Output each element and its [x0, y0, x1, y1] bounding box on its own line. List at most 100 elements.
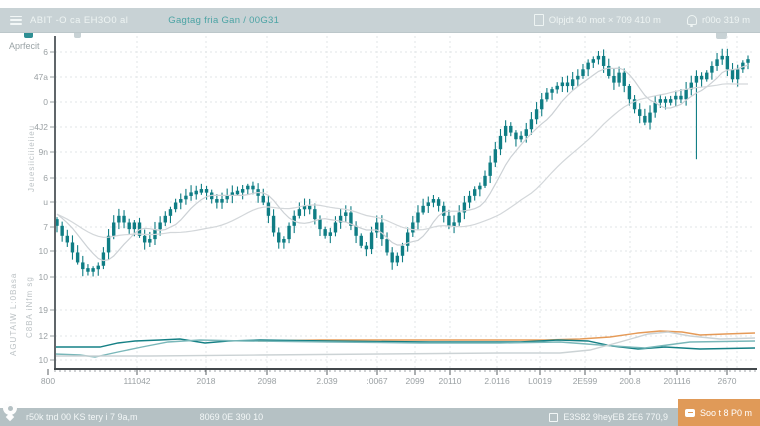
candle-body [307, 205, 312, 210]
candle-body [400, 245, 405, 256]
candle-body [534, 109, 539, 120]
candle-body [364, 245, 369, 250]
x-tick-label: :0067 [366, 376, 388, 386]
candle-body [488, 162, 492, 176]
candle-body [220, 199, 224, 203]
candle-body [60, 225, 64, 236]
candle-body [668, 99, 673, 103]
candle-body [705, 72, 709, 80]
candle-body [338, 215, 343, 223]
send-button[interactable]: Soo t 8 P0 m [678, 399, 760, 426]
candle-body [545, 92, 549, 100]
candle-body [581, 69, 585, 76]
candle-body [715, 59, 719, 66]
candle-body [117, 215, 121, 223]
candle-body [271, 215, 276, 233]
candle-body [632, 99, 637, 110]
candle-body [421, 205, 425, 213]
candle-body [478, 185, 482, 190]
candle-body [560, 82, 565, 87]
candle-body [653, 102, 657, 113]
candle-body [514, 132, 518, 140]
candle-body [607, 65, 611, 76]
candle-body [467, 195, 472, 203]
candle-body [127, 222, 131, 230]
candle-body [550, 89, 554, 93]
candle-body [648, 112, 652, 123]
candle-body [447, 215, 451, 226]
candle-body [483, 175, 487, 186]
indicator-line-teal [55, 338, 756, 350]
x-tick-label: 2098 [258, 376, 277, 386]
candle-body [674, 95, 678, 100]
candle-body [75, 252, 80, 263]
x-tick-label: 2018 [197, 376, 216, 386]
candle-body [591, 59, 595, 63]
footer-right-stat: E3S82 9heyEB 2E6 770,9 [549, 412, 668, 422]
y-tick-label: 10 [39, 272, 49, 282]
candle-body [189, 192, 193, 196]
candle-body [369, 232, 374, 250]
candle-body [689, 82, 693, 90]
candle-body [313, 209, 317, 220]
candle-body [746, 59, 750, 63]
candle-body [380, 222, 384, 240]
candle-body [287, 225, 291, 240]
x-tick-label: 800 [41, 376, 55, 386]
axis-corner-label: Aprfecit [9, 41, 40, 51]
x-tick-label: 2099 [406, 376, 425, 386]
candle-body [503, 125, 508, 136]
candle-body [70, 242, 75, 253]
candle-body [81, 262, 85, 270]
candle-body [163, 215, 167, 223]
candle-body [540, 99, 544, 110]
candle-body [730, 69, 735, 80]
footer-right-text: E3S82 9heyEB 2E6 770,9 [563, 412, 668, 422]
candle-body [86, 268, 90, 272]
candle-body [627, 85, 632, 100]
y-tick-label: 6 [43, 173, 48, 183]
candle-body [215, 199, 219, 203]
candle-body [519, 135, 523, 140]
y-tick-label: 4J2 [34, 122, 48, 132]
candle-body [694, 75, 699, 83]
candle-body [246, 185, 250, 190]
candle-body [179, 199, 183, 203]
y-tick-label: 10 [39, 246, 49, 256]
x-tick-label: 2E599 [573, 376, 598, 386]
candle-body [416, 212, 420, 223]
candlestick-chart[interactable]: 6 47a 0 4J2 9n 6 u 7 10 10 19 12 10 800 111042 2018 2098… [0, 33, 760, 395]
candle-body [65, 235, 70, 243]
candle-body [132, 222, 137, 230]
candle-body [225, 195, 229, 200]
x-tick-label: L0019 [528, 376, 552, 386]
candle-body [735, 69, 740, 80]
candle-body [344, 212, 348, 216]
candle-body [204, 189, 209, 193]
y-tick-label: 47a [34, 72, 48, 82]
hamburger-menu-icon[interactable] [10, 15, 22, 25]
candle-body [684, 89, 688, 100]
symbol-link[interactable]: Gagtag fria Gan / 00G31 [168, 14, 280, 26]
y-tick-label: 9n [39, 147, 49, 157]
header-stat-2-text: r00o 319 m [701, 14, 750, 26]
candle-body [720, 55, 724, 60]
y-tick-label: 19 [39, 305, 49, 315]
candle-body [586, 62, 590, 70]
candle-body [710, 65, 714, 73]
app-title: ABIT -O ca EH3O0 al [30, 14, 129, 26]
candle-body [106, 235, 111, 253]
bell-icon [686, 15, 697, 27]
y-tick-label: 12 [39, 331, 49, 341]
candle-body [436, 199, 441, 206]
candle-body [122, 215, 126, 223]
candle-body [596, 55, 601, 60]
location-pin-icon [3, 401, 17, 415]
header-stat-1: Olpjdt 40 mot × 709 410 m [533, 14, 661, 26]
candle-body [452, 222, 456, 226]
candle-body [261, 195, 265, 203]
footer-middle-text: 8069 0E 390 10 [199, 412, 264, 422]
x-tick-label: 2.0116 [484, 376, 510, 386]
candle-body [349, 212, 353, 226]
candle-body [472, 189, 477, 196]
